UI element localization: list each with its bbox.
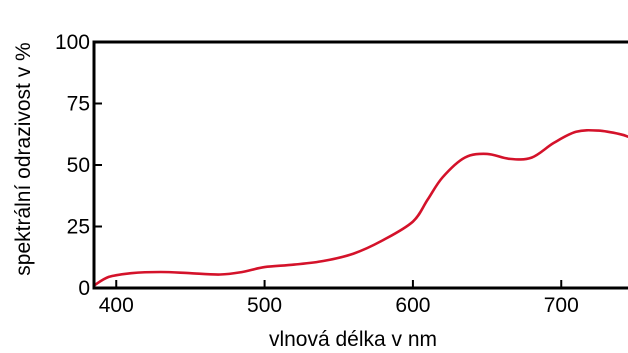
x-tick-label: 500 — [247, 294, 282, 317]
reflectance-curve — [92, 128, 628, 287]
x-axis-label: vlnová délka v nm — [269, 328, 437, 351]
x-tick-label: 400 — [99, 294, 134, 317]
x-tick-label: 700 — [544, 294, 579, 317]
y-axis-label: spektrální odrazivost v % — [12, 42, 35, 275]
y-tick-label: 25 — [67, 216, 90, 239]
y-tick-label: 0 — [78, 277, 90, 300]
x-axis-ticks: 400 500 600 700 — [99, 280, 579, 317]
y-tick-label: 75 — [67, 93, 90, 116]
plot-area — [92, 40, 628, 290]
y-tick-label: 50 — [67, 154, 90, 177]
x-tick-label: 600 — [395, 294, 430, 317]
y-tick-label: 100 — [55, 31, 90, 54]
y-axis-ticks: 0 25 50 75 100 — [55, 31, 102, 300]
